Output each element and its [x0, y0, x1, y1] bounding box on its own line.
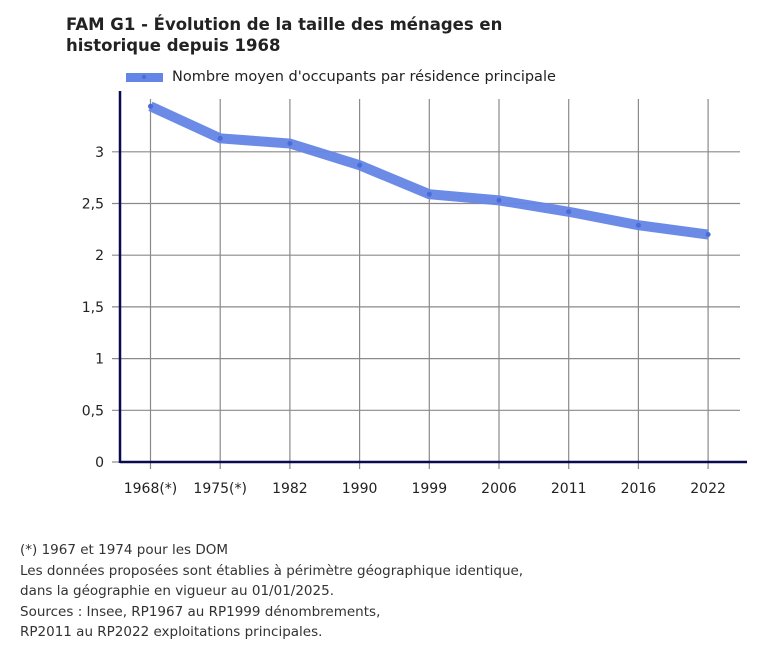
x-tick-label: 1968(*) [124, 481, 178, 497]
x-tick-label: 1982 [272, 481, 308, 497]
y-axis-labels: 0 0,5 1 1,5 2 2,5 3 [82, 145, 104, 471]
x-axis-labels: 1968(*) 1975(*) 1982 1990 1999 2006 2011 2016 20… [124, 481, 726, 497]
footnote-dom: (*) 1967 et 1974 pour les DOM [20, 542, 229, 558]
data-point [217, 135, 223, 141]
footer-notes: (*) 1967 et 1974 pour les DOM Les donnée… [20, 540, 523, 643]
y-tick-label: 0 [95, 455, 104, 471]
chart-title: FAM G1 - Évolution de la taille des ména… [66, 14, 546, 56]
legend-label: Nombre moyen d'occupants par résidence p… [172, 69, 556, 85]
data-point [426, 191, 432, 197]
y-tick-label: 3 [95, 145, 104, 161]
grid [112, 99, 740, 469]
y-tick-label: 2 [95, 248, 104, 264]
data-point [287, 141, 293, 147]
footnote-perimeter: Les données proposées sont établies à pé… [20, 562, 524, 579]
x-tick-label: 1990 [342, 481, 378, 497]
data-point [496, 197, 502, 203]
x-tick-label: 1975(*) [193, 481, 247, 497]
data-point [705, 232, 711, 238]
chart-title-line-1: FAM G1 - Évolution de la taille des ména… [66, 15, 503, 34]
legend-swatch [126, 72, 163, 82]
data-point [148, 103, 153, 109]
data-point [635, 222, 641, 228]
y-tick-label: 1,5 [82, 300, 104, 316]
y-tick-label: 2,5 [82, 197, 104, 213]
axes [118, 91, 747, 464]
series [148, 101, 711, 240]
x-tick-label: 2006 [481, 481, 517, 497]
chart-title-line-2: historique depuis 1968 [66, 36, 281, 55]
data-point [566, 209, 572, 215]
y-tick-label: 0,5 [82, 403, 104, 419]
y-tick-label: 1 [95, 352, 104, 368]
footnote-sources: Sources : Insee, RP1967 au RP1999 dénomb… [20, 603, 381, 620]
legend-marker-icon [142, 75, 146, 79]
legend: Nombre moyen d'occupants par résidence p… [126, 69, 556, 85]
data-point [357, 162, 363, 168]
footnote-geography: dans la géographie en vigueur au 01/01/2… [20, 583, 334, 599]
x-tick-label: 2022 [690, 481, 726, 497]
x-tick-label: 1999 [411, 481, 447, 497]
footnote-sources-cont: RP2011 au RP2022 exploitations principal… [20, 624, 323, 640]
x-tick-label: 2011 [551, 481, 587, 497]
x-tick-label: 2016 [621, 481, 657, 497]
